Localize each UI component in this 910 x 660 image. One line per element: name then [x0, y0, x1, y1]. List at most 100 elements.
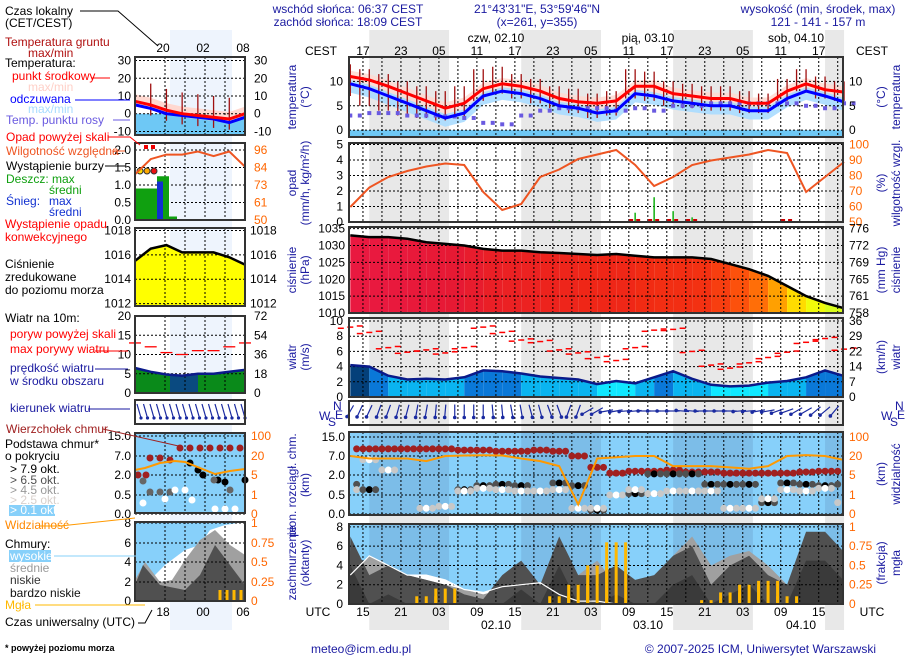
- utc-hour-label: 09: [470, 605, 484, 619]
- compass-s: S: [890, 415, 898, 429]
- cloud-top-dot: [834, 467, 842, 475]
- mini-snow-bar: [157, 181, 163, 220]
- mini-wind-arrow-head: [165, 416, 169, 420]
- cloud-base-sparse-dot: [606, 491, 614, 499]
- footer-email[interactable]: meteo@icm.edu.pl: [311, 642, 411, 656]
- cest-hour-label: 05: [584, 44, 598, 58]
- wind-arrow: [609, 409, 623, 413]
- wind-arrow-head: [355, 415, 359, 419]
- night-shade: [369, 401, 450, 425]
- fog-bar: [434, 588, 438, 604]
- wind-arrow-head: [511, 415, 515, 420]
- cest-hour-label: 17: [812, 44, 826, 58]
- cloud-axis-title-unit: (km): [298, 473, 312, 497]
- cloud-base-dense-dot: [353, 480, 361, 488]
- mini-wind-kmh-tick: 0: [254, 386, 261, 400]
- cloud-top-dot: [410, 445, 418, 453]
- night-shade: [369, 432, 450, 515]
- legend-low: niskie: [10, 573, 41, 587]
- mini-cloud-base-sparse-dot: [221, 505, 229, 513]
- legend-temperature: Temperatura:: [5, 56, 76, 70]
- legend-okt45: > 4.5 okt.: [10, 483, 60, 497]
- pressure-area-segment: [445, 243, 465, 313]
- fog-bar: [576, 584, 580, 604]
- pressure-area-segment: [654, 257, 674, 313]
- wind-arrow-head: [491, 415, 496, 420]
- cest-hour-label: 17: [660, 44, 674, 58]
- cloud-base-dense-dot: [675, 470, 683, 478]
- cloud-base-sparse-dot: [783, 486, 791, 494]
- wind-arrow-head: [423, 415, 427, 420]
- cloud-base-sparse-dot: [517, 487, 525, 495]
- wind-arrow: [537, 404, 543, 418]
- cloud-height-tick: 15.0: [322, 430, 346, 444]
- wind-area-segment: [407, 378, 427, 397]
- cloud-base-sparse-dot: [505, 486, 513, 494]
- mini-wind-arrow: [149, 403, 155, 419]
- pressure-area-segment: [749, 269, 769, 313]
- mini-wind-arrow: [220, 403, 227, 419]
- dew-point-dot: [709, 101, 714, 106]
- cloud-base-sparse-dot: [675, 487, 683, 495]
- dew-point-dot: [357, 113, 362, 118]
- mini-wind-arrow: [214, 403, 220, 419]
- wind-arrow-head: [564, 415, 569, 419]
- cloud-base-dense-dot: [707, 480, 715, 488]
- wind-area-segment: [616, 381, 636, 397]
- mini-fog-tick: 0.25: [251, 575, 275, 589]
- mini-pressure-tick: 1018: [104, 223, 131, 237]
- cloud-base-dense-dot: [834, 480, 842, 488]
- wind-arrow-head: [607, 410, 612, 414]
- mini-cloud-tick: 15.0: [108, 429, 132, 443]
- cloud-top-dot: [707, 468, 715, 476]
- mini-rain-bar: [135, 188, 157, 220]
- mini-cloud-frame: [134, 432, 246, 514]
- wind-arrow-head: [818, 413, 822, 417]
- temperature-line: [350, 75, 845, 110]
- pressure-area-segment: [388, 237, 408, 313]
- cloud-top-dot: [517, 447, 525, 455]
- compass-n: N: [895, 399, 904, 413]
- cloud-base-sparse-dot: [353, 486, 361, 494]
- tz-top-left: CEST: [305, 44, 338, 58]
- cloud-base-sparse-dot: [524, 487, 532, 495]
- fog-bar: [719, 592, 723, 604]
- pressure-area-segment: [426, 242, 446, 313]
- cloud-base-sparse-dot: [821, 484, 829, 492]
- dew-point-dot: [671, 103, 676, 108]
- cloud-base-sparse-dot: [739, 504, 747, 512]
- cover-axis-title-label: zachmurzenie: [285, 525, 299, 600]
- wind-arrow-head: [693, 409, 697, 413]
- precip-tick: 5: [336, 138, 343, 152]
- cloud-base-sparse-dot: [631, 486, 639, 494]
- legend-high: wysokie: [9, 549, 53, 563]
- temp-axis-title-unit: (°C): [298, 86, 312, 107]
- cest-hour-label: 11: [623, 44, 636, 58]
- wind-arrow-head: [520, 415, 525, 420]
- pressure-area-segment: [502, 250, 522, 313]
- legend-wind-dir: kierunek wiatru: [10, 401, 91, 415]
- mini-low-area: [135, 545, 245, 601]
- cloud-base-dense-dot: [726, 480, 734, 488]
- pressure-area-segment: [711, 259, 731, 313]
- mini-temp-tick: 20: [118, 71, 132, 85]
- utc-hour-label: 03: [432, 605, 446, 619]
- mini-wind-arrow-head: [158, 416, 163, 420]
- mini-temp-band: [135, 94, 245, 123]
- wind-arrow-head: [731, 409, 735, 414]
- mini-wind-arrow-head: [236, 416, 241, 420]
- mini-cover-tick: 0: [124, 594, 131, 608]
- visibility-tick: 1: [849, 488, 856, 502]
- cloud-top-dot: [827, 467, 835, 475]
- dew-point-dot: [509, 122, 514, 127]
- cloud-top-dot: [448, 445, 456, 453]
- mini-wind-arrow: [227, 403, 233, 419]
- wind-dir-panel-frame: [348, 400, 844, 426]
- cloud-base-dense-dot: [549, 479, 557, 487]
- legend-local-time: Czas lokalny: [5, 4, 73, 18]
- cloud-top-dot: [549, 447, 557, 455]
- mini-cloud-base-dot: [226, 486, 234, 494]
- fog-bar: [605, 542, 609, 604]
- pressure-axis-title-label: ciśnienie: [285, 246, 299, 293]
- pressure-mmhg-tick: 772: [849, 239, 869, 253]
